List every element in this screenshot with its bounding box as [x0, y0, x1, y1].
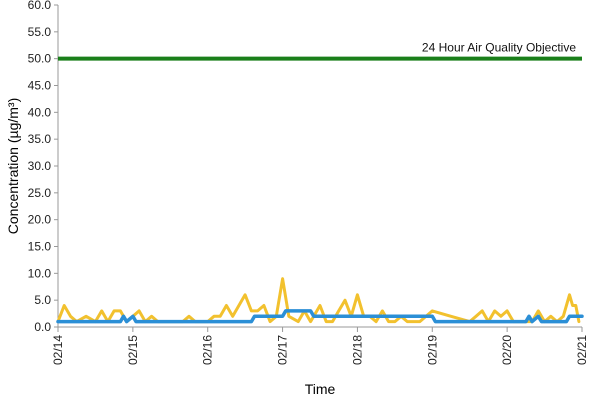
x-axis-title: Time	[305, 381, 336, 397]
x-tick-label: 02/18	[350, 335, 364, 365]
y-tick-label: 45.0	[28, 79, 52, 93]
y-tick-label: 15.0	[28, 240, 52, 254]
y-tick-label: 10.0	[28, 266, 52, 280]
y-tick-label: 40.0	[28, 105, 52, 119]
y-axis-ticks: 0.0 5.0 10.0 15.0 20.0 25.0 30.0 35.0 40.0 45.0 50…	[28, 0, 58, 334]
y-tick-label: 50.0	[28, 52, 52, 66]
x-tick-label: 02/21	[575, 335, 589, 365]
x-tick-label: 02/20	[500, 335, 514, 365]
series-line-1	[56, 277, 581, 324]
objective-label: 24 Hour Air Quality Objective	[422, 41, 576, 55]
y-tick-label: 55.0	[28, 25, 52, 39]
x-tick-label: 02/15	[126, 335, 140, 365]
series-line-2	[56, 309, 584, 324]
y-tick-label: 20.0	[28, 213, 52, 227]
x-axis-ticks: 02/14 02/15 02/16 02/17 02/18 02/19 02/20 02/21	[51, 327, 589, 365]
y-tick-label: 30.0	[28, 159, 52, 173]
x-tick-label: 02/16	[201, 335, 215, 365]
y-tick-label: 0.0	[34, 320, 51, 334]
x-tick-label: 02/19	[425, 335, 439, 365]
y-tick-label: 60.0	[28, 0, 52, 12]
y-tick-label: 25.0	[28, 186, 52, 200]
y-tick-label: 35.0	[28, 132, 52, 146]
y-axis-title: Concentration (µg/m³)	[5, 98, 21, 234]
y-tick-label: 5.0	[34, 293, 51, 307]
x-tick-label: 02/14	[51, 335, 65, 365]
series-layer	[56, 277, 584, 324]
x-tick-label: 02/17	[276, 335, 290, 365]
